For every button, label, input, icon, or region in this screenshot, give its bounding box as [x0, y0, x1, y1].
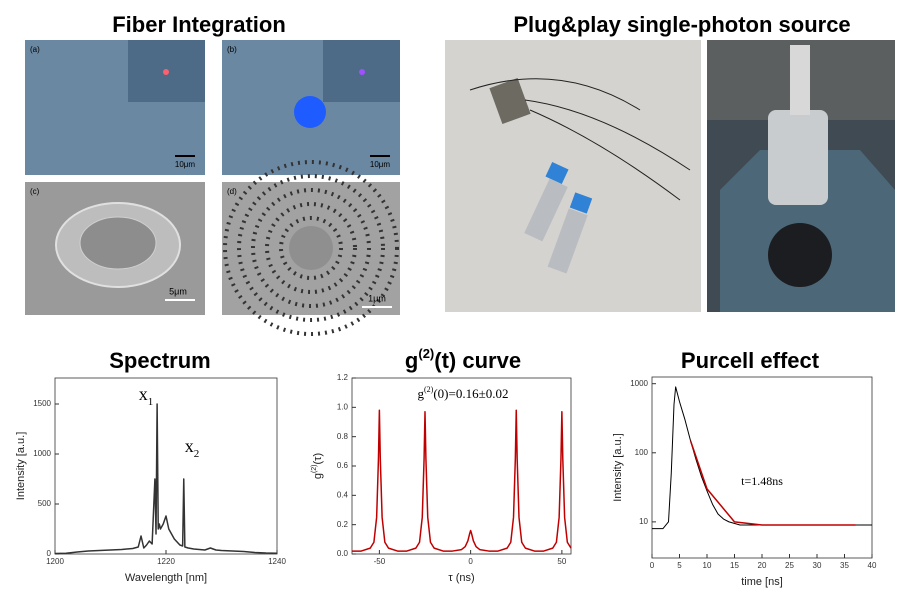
section-title: Plug&play single-photon source: [513, 12, 850, 37]
x-tick-label: 25: [785, 561, 794, 570]
text-part: (τ): [312, 453, 324, 465]
x-axis-label: time [ns]: [741, 576, 783, 588]
data-line: [54, 403, 278, 555]
text-part: g: [405, 348, 418, 373]
text-part: g: [418, 386, 425, 401]
text-part: (t) curve: [434, 348, 521, 373]
x-tick-label: -50: [374, 557, 386, 566]
y-tick-label: 1.2: [337, 373, 349, 382]
y-tick-label: 0.6: [337, 461, 349, 470]
scale-label: 5μm: [169, 286, 187, 296]
x-tick-label: 50: [557, 557, 566, 566]
section-title: Fiber Integration: [112, 12, 286, 37]
x-axis-label: Wavelength [nm]: [125, 572, 207, 584]
x-tick-label: 15: [730, 561, 739, 570]
x-axis-label: τ (ns): [448, 572, 474, 584]
text-part: x: [139, 384, 148, 404]
x-tick-label: 10: [703, 561, 712, 570]
y-tick-label: 1000: [33, 449, 51, 458]
text-part: (2): [418, 346, 434, 361]
x-tick-label: 20: [758, 561, 767, 570]
chart-title: Purcell effect: [681, 348, 820, 373]
text-part: 1: [148, 396, 154, 408]
y-tick-label: 1000: [630, 379, 648, 388]
plot-frame: [54, 377, 278, 555]
plot-frame: [651, 376, 873, 559]
y-tick-label: 1.0: [337, 402, 349, 411]
annotation: g(2)(0)=0.16±0.02: [418, 385, 509, 401]
micrograph: [222, 160, 400, 336]
y-tick-label: 0.4: [337, 490, 349, 499]
data-line: [689, 440, 856, 526]
micrograph: [222, 40, 400, 175]
text-part: g: [312, 473, 324, 479]
scale-label: 1μm: [368, 293, 386, 303]
data-line: [352, 409, 572, 552]
text-part: x: [185, 436, 194, 456]
x-tick-label: 5: [677, 561, 682, 570]
x-tick-label: 35: [840, 561, 849, 570]
y-axis-label: Intensity [a.u.]: [15, 432, 27, 500]
y-axis-label: g(2)(τ): [311, 453, 324, 479]
text-part: (2): [311, 464, 318, 473]
y-axis-label: Intensity [a.u.]: [612, 433, 624, 501]
y-tick-label: 0: [47, 549, 52, 558]
text-part: (2): [424, 385, 434, 394]
x-tick-label: 0: [650, 561, 655, 570]
y-tick-label: 0.8: [337, 432, 349, 441]
micrograph: [25, 182, 205, 315]
y-tick-label: 500: [38, 499, 52, 508]
micrograph: [25, 40, 205, 175]
y-tick-label: 1500: [33, 399, 51, 408]
panel-label: (a): [30, 45, 40, 54]
x-tick-label: 1240: [268, 557, 286, 566]
annotation: t=1.48ns: [741, 474, 783, 488]
plot-frame: [351, 377, 572, 555]
y-tick-label: 10: [639, 517, 648, 526]
photo: [445, 40, 701, 312]
text-part: 2: [194, 448, 200, 460]
panel-label: (c): [30, 187, 40, 196]
y-tick-label: 0.2: [337, 520, 349, 529]
annotation: x2: [185, 436, 200, 459]
photo: [707, 40, 895, 312]
chart-title: Spectrum: [109, 348, 210, 373]
chart-title: g(2)(t) curve: [405, 346, 521, 373]
x-tick-label: 0: [468, 557, 473, 566]
x-tick-label: 1220: [157, 557, 175, 566]
x-tick-label: 40: [868, 561, 877, 570]
data-line: [652, 386, 872, 530]
x-tick-label: 30: [813, 561, 822, 570]
scale-label: 10μm: [175, 160, 196, 169]
panel-label: (b): [227, 45, 237, 54]
text-part: (0)=0.16±0.02: [433, 386, 508, 401]
y-tick-label: 100: [635, 448, 649, 457]
annotation: x1: [139, 384, 154, 407]
x-tick-label: 1200: [46, 557, 64, 566]
scale-label: 10μm: [370, 160, 391, 169]
text-part: t=1.48ns: [741, 474, 783, 488]
y-tick-label: 0.0: [337, 549, 349, 558]
panel-label: (d): [227, 187, 237, 196]
